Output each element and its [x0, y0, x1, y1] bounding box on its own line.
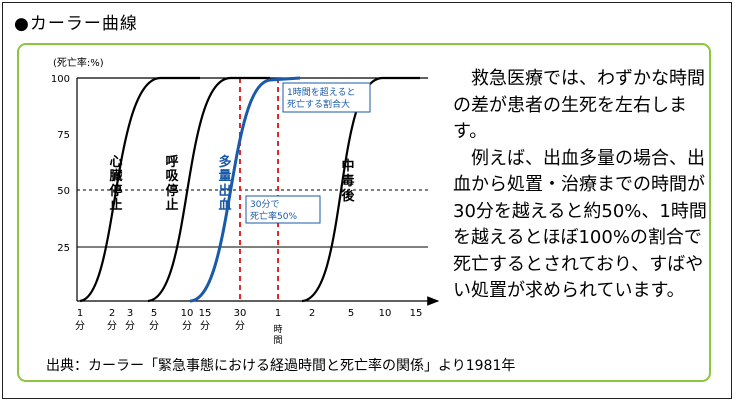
x-tick-unit: 分 [75, 320, 85, 332]
x-tick-unit: 分 [182, 320, 192, 332]
svg-text:吸: 吸 [165, 169, 179, 184]
x-tick-unit: 分 [200, 320, 210, 332]
y-tick-label: 75 [57, 130, 70, 141]
x-tick-label: 5 [348, 308, 354, 319]
svg-text:心: 心 [109, 155, 122, 170]
curve-respiratory-arrest [147, 76, 270, 303]
curve-poisoning [301, 76, 420, 303]
svg-text:臓: 臓 [109, 168, 122, 184]
figure-title: ●カーラー曲線 [14, 14, 138, 34]
curve-massive-bleeding [189, 76, 301, 303]
svg-text:呼: 呼 [165, 154, 178, 170]
svg-text:止: 止 [165, 197, 178, 213]
svg-text:出: 出 [218, 183, 231, 199]
label-poisoning: 中毒後 [341, 158, 355, 204]
svg-text:血: 血 [218, 197, 231, 213]
description-text: 救急医療では、わずかな時間の差が患者の生死を左右します。 例えば、出血多量の場合… [453, 66, 715, 305]
x-tick-label: 2 [109, 308, 115, 319]
svg-text:多: 多 [218, 154, 231, 170]
svg-text:停: 停 [165, 183, 178, 199]
svg-text:毒: 毒 [341, 173, 354, 189]
callout-1hour-box [282, 82, 371, 113]
x-tick-unit: 時 [273, 324, 282, 335]
y-tick-label: 50 [57, 186, 70, 197]
callout-30min-text: 死亡率50% [250, 210, 297, 222]
svg-text:中: 中 [341, 158, 354, 174]
description-paragraph: 例えば、出血多量の場合、出血から処置・治療までの時間が30分を越えると約50%、… [453, 147, 707, 302]
x-tick-label: 30 [234, 308, 247, 319]
x-tick-unit: 分 [149, 320, 159, 332]
x-tick-label: 2 [309, 308, 315, 319]
svg-text:止: 止 [109, 197, 122, 213]
x-tick-label: 10 [379, 308, 392, 319]
svg-text:後: 後 [341, 188, 355, 204]
x-tick-label: 15 [410, 308, 423, 319]
x-tick-label: 1 [77, 308, 83, 319]
source-note: 出典：カーラー「緊急事態における経過時間と死亡率の関係」より1981年 [46, 358, 516, 374]
callout-30min-text: 30分で [250, 199, 279, 210]
x-tick-unit: 分 [107, 320, 117, 332]
x-tick-label: 5 [151, 308, 157, 319]
svg-text:量: 量 [218, 169, 231, 184]
x-tick-label: 15 [199, 308, 212, 319]
x-tick-unit: 分 [235, 320, 245, 332]
curve-cardiac-arrest [79, 76, 200, 303]
y-tick-label: 25 [57, 243, 70, 254]
x-tick-unit: 間 [273, 335, 282, 346]
x-tick-label: 3 [127, 308, 133, 319]
x-tick-label: 10 [181, 308, 194, 319]
y-tick-label: 100 [51, 74, 70, 85]
svg-text:停: 停 [109, 183, 122, 199]
x-tick-unit: 分 [125, 320, 135, 332]
callout-30min-box [245, 195, 321, 224]
callout-1hour-text: 1時間を超えると [287, 86, 355, 98]
x-tick-label: 1 [275, 308, 281, 319]
description-paragraph: 救急医療では、わずかな時間の差が患者の生死を左右します。 [453, 68, 705, 142]
callout-1hour-text: 死亡する割合大 [287, 98, 350, 110]
y-axis-unit: (死亡率:%) [53, 56, 104, 69]
